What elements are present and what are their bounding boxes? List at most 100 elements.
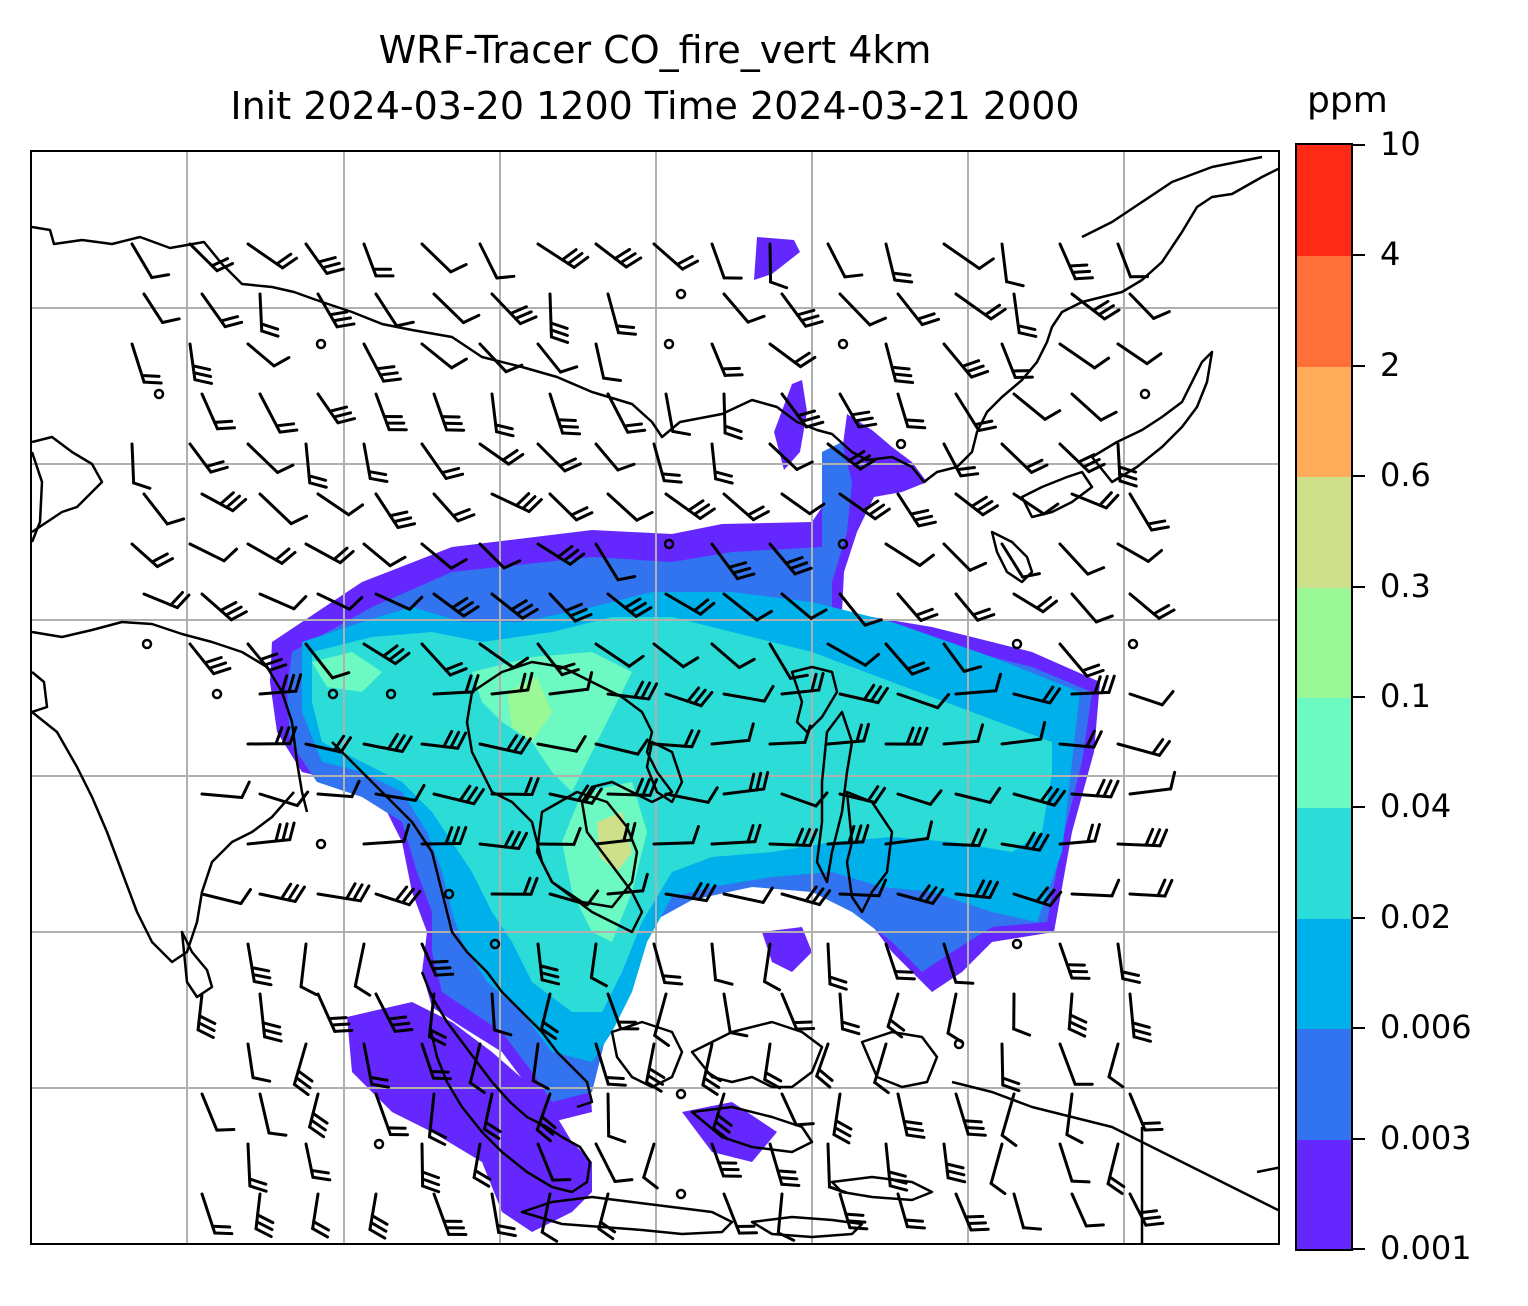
wind-barb-feather [429,1070,450,1074]
wind-barb-feather [970,828,981,847]
wind-barb-feather [854,824,863,844]
wind-calm-marker [1011,638,1023,650]
wind-barb-feather [613,247,632,261]
wind-barb-feather [251,973,272,980]
wind-barb [427,992,447,1046]
wind-barb-feather [1163,878,1174,898]
wind-barb-feather [251,1076,272,1083]
wind-barb-feather [387,428,408,432]
wind-barb [838,392,878,429]
wind-barb [1058,1042,1094,1086]
wind-barb [768,542,813,576]
coastline-segment [845,790,894,914]
coastline-segment [690,1105,814,1154]
wind-barb-feather [482,1127,501,1140]
wind-barb-staff [1116,942,1125,981]
wind-barb-feather [1017,331,1038,338]
colorbar-tick-label: 10 [1380,125,1421,163]
wind-barb-feather [566,251,584,266]
colorbar-band-3 [1297,807,1351,919]
wind-barb-feather [916,312,936,321]
wind-barb-feather [1102,779,1113,798]
wind-barb [884,942,916,981]
wind-barb-feather [288,726,298,746]
wind-barb-staff [589,942,598,980]
wind-barb-feather [401,887,415,905]
wind-barb-feather [505,734,519,752]
wind-barb-feather [704,884,717,903]
wind-barb-feather [868,316,888,327]
wind-barb [420,542,468,570]
coastline-segment [520,1195,734,1236]
wind-barb [664,686,714,708]
wind-calm-marker [1139,388,1151,400]
wind-barb-feather [795,1026,816,1031]
wind-barb-feather [210,257,230,268]
wind-barb-feather [375,365,396,371]
wind-barb-feather [442,729,454,749]
wind-barb [246,942,273,987]
wind-barb [200,292,244,329]
wind-barb-staff [316,592,352,611]
wind-barb-feather [818,889,832,907]
wind-barb [942,723,985,746]
wind-barb [652,242,700,271]
colorbar-tick [1353,254,1365,257]
wind-barb [536,642,580,677]
wind-barb-staff [896,792,932,806]
wind-barb-feather [492,1028,513,1037]
wind-barb-staff [1058,542,1090,576]
wind-barb-feather [944,1162,965,1170]
wind-barb-feather [311,1111,329,1125]
wind-barb [374,292,415,328]
wind-barb-feather [213,1231,234,1236]
wind-barb-feather [502,559,522,570]
wind-barb-feather [393,1027,414,1033]
wind-barb-feather [572,255,590,269]
wind-barb-feather [994,672,1003,693]
wind-barb-staff [531,1042,540,1083]
wind-barb-feather [263,657,283,667]
wind-barb-feather [1094,614,1114,624]
wind-barb [954,672,1003,696]
wind-barb-feather [1077,453,1096,464]
wind-barb-feather [1087,462,1106,474]
wind-barb [606,777,659,797]
wind-calm-marker [211,688,223,700]
wind-barb [540,1192,559,1243]
wind-barb-feather [427,1135,447,1146]
wind-barb-feather [847,824,856,845]
wind-barb [258,592,308,611]
wind-barb-feather [1012,1027,1032,1037]
wind-barb-feather [981,880,993,899]
wind-barb-feather [515,603,534,616]
wind-barb-feather [445,428,466,432]
wind-barb-feather [862,683,876,702]
wind-barb-feather [833,1126,852,1138]
wind-barb [478,342,524,374]
wind-barb-staff [316,392,340,425]
wind-barb [539,992,559,1041]
wind-barb-feather [1082,457,1101,469]
wind-barb-feather [538,1121,555,1136]
wind-barb [374,885,422,907]
wind-barb [188,542,239,563]
wind-barb [768,642,809,680]
wind-barb [1128,592,1176,620]
wind-calm-marker [315,838,327,850]
wind-barb-feather [909,508,930,516]
wind-barb-feather [462,605,480,618]
wind-barb-feather [191,364,212,372]
wind-barb-staff [478,542,506,570]
wind-barb-feather [590,787,603,805]
wind-barb-feather [912,726,922,746]
wind-barb-feather [776,1169,797,1174]
wind-barb-feather [1100,674,1109,695]
wind-barb-feather [1000,1133,1018,1148]
wind-barb [768,442,814,471]
wind-barb-feather [981,504,999,517]
wind-barb-feather [507,452,525,466]
wind-barb-feather [368,1075,389,1082]
colorbar-tick [1353,1027,1365,1030]
wind-barb-feather [1038,833,1050,852]
